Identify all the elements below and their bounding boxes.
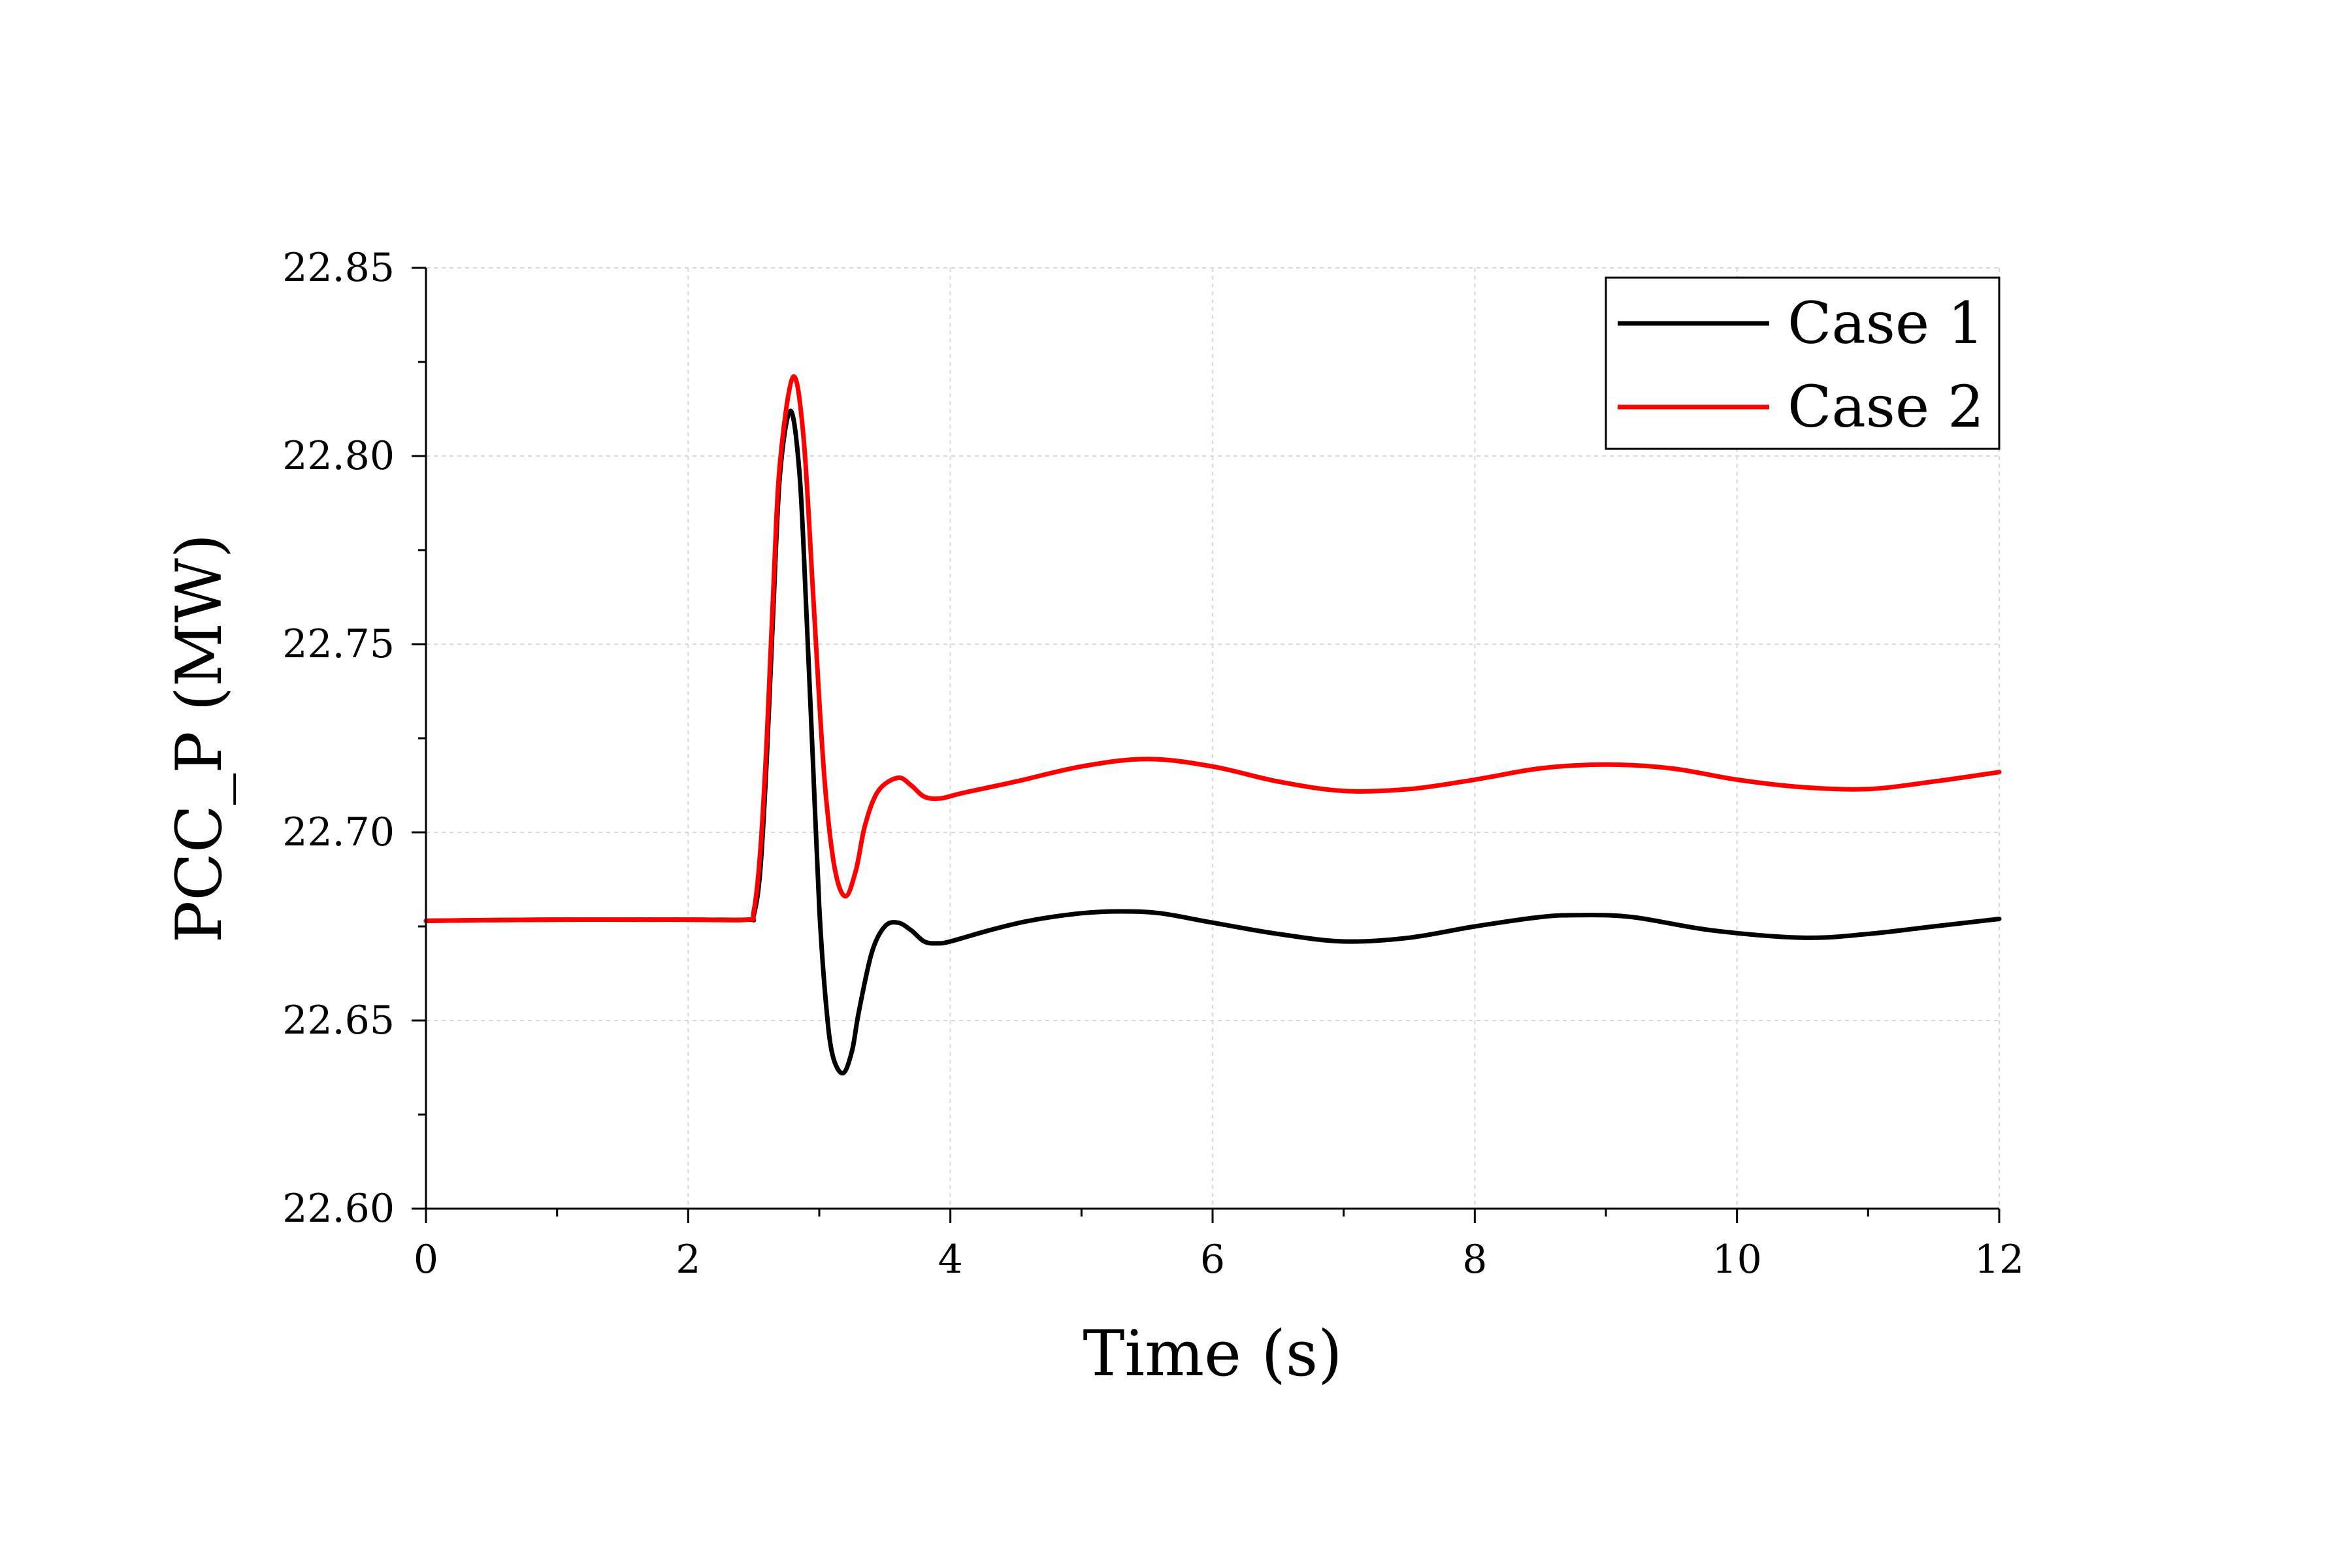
x-tick-label: 8 xyxy=(1462,1237,1487,1282)
series-lines xyxy=(423,374,2002,1076)
legend: Case 1 Case 2 xyxy=(1605,276,2001,450)
x-tick-label: 6 xyxy=(1200,1237,1225,1282)
y-axis-title: PCC_P (MW) xyxy=(163,534,236,943)
y-tick-label: 22.85 xyxy=(282,245,395,291)
y-tick-label: 22.80 xyxy=(282,433,395,479)
x-tick-label: 4 xyxy=(938,1237,963,1282)
x-tick-label: 10 xyxy=(1712,1237,1761,1282)
x-tick-label: 0 xyxy=(414,1237,438,1282)
legend-label-case-1: Case 1 xyxy=(1788,289,1984,357)
x-tick-label: 2 xyxy=(676,1237,700,1282)
series-line-case-2 xyxy=(423,374,2002,923)
x-ticks: 0 2 4 6 8 10 12 xyxy=(414,1209,2024,1282)
y-tick-label: 22.65 xyxy=(282,998,395,1043)
y-ticks: 22.60 22.65 22.70 22.75 22.80 22.85 xyxy=(282,245,426,1232)
y-tick-label: 22.70 xyxy=(282,809,395,855)
legend-box xyxy=(1605,276,2001,450)
x-tick-label: 12 xyxy=(1974,1237,2024,1282)
y-tick-label: 22.60 xyxy=(282,1186,395,1232)
legend-label-case-2: Case 2 xyxy=(1788,373,1984,440)
x-axis-title: Time (s) xyxy=(1083,1317,1342,1390)
y-tick-label: 22.75 xyxy=(282,621,395,667)
